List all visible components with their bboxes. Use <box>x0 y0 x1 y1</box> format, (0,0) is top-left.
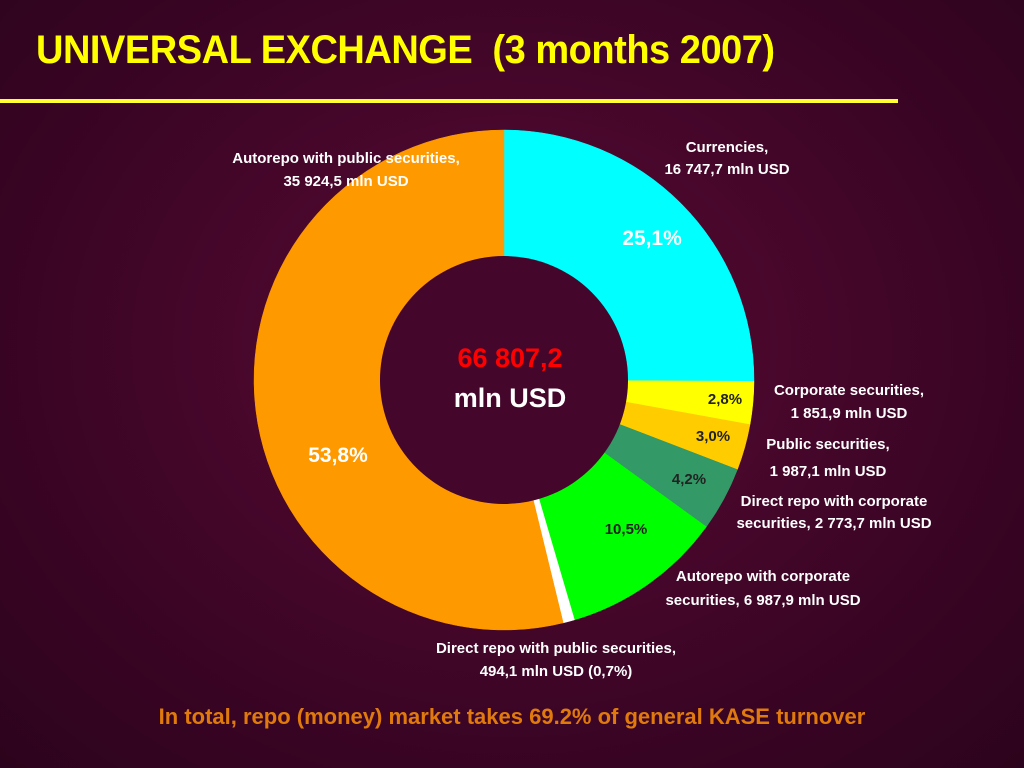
donut-hole <box>380 256 628 504</box>
category-label-autorepo-with-public-securities: Autorepo with public securities, 35 924,5… <box>232 150 460 190</box>
center-total-unit: mln USD <box>454 383 567 413</box>
percent-label-autorepo-with-corporate-securities: 10,5% <box>605 521 648 538</box>
category-label-corporate-securities: Corporate securities, 1 851,9 mln USD <box>774 382 924 422</box>
footer-note: In total, repo (money) market takes 69.2… <box>158 704 866 729</box>
category-label-autorepo-with-corporate-securities: Autorepo with corporate securities, 6 987… <box>665 568 860 609</box>
title-underline <box>0 99 898 103</box>
percent-label-corporate-securities: 2,8% <box>708 391 742 408</box>
category-label-currencies: Currencies, 16 747,7 mln USD <box>664 139 789 178</box>
percent-label-public-securities: 3,0% <box>696 428 730 445</box>
center-total-value: 66 807,2 <box>457 343 562 373</box>
percent-label-currencies: 25,1% <box>622 227 682 250</box>
percent-label-direct-repo-with-corporate-securities: 4,2% <box>672 471 706 488</box>
category-label-public-securities: Public securities, 1 987,1 mln USD <box>766 436 889 480</box>
category-label-direct-repo-with-corporate-securities: Direct repo with corporate securities, 2 … <box>736 493 931 532</box>
page-title: UNIVERSAL EXCHANGE (3 months 2007) <box>36 28 775 72</box>
percent-label-autorepo-with-public-securities: 53,8% <box>308 444 368 467</box>
category-label-direct-repo-with-public-securities: Direct repo with public securities, 494,1… <box>436 640 676 680</box>
